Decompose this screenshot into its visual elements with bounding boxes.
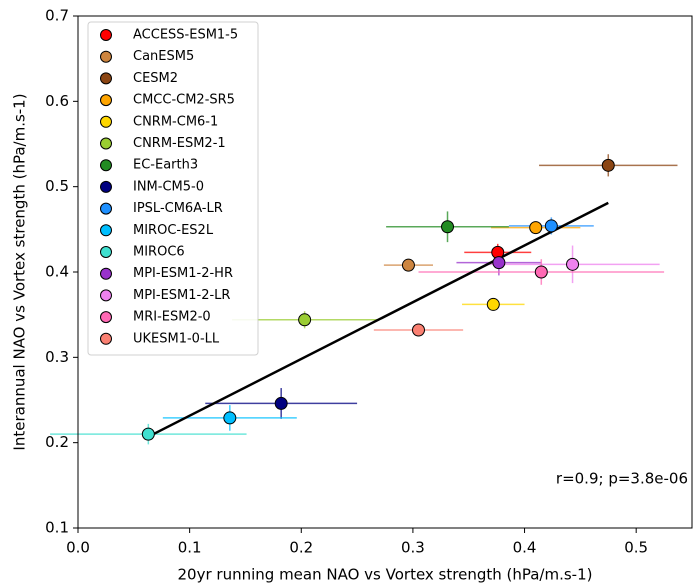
point: [401, 258, 415, 272]
legend-label: MIROC6: [133, 245, 185, 260]
legend-marker: [100, 202, 112, 215]
legend-label: ACCESS-ESM1-5: [133, 28, 238, 43]
legend-marker: [100, 159, 112, 172]
annotation: r=0.9; p=3.8e-06: [556, 470, 688, 488]
x-tick-label: 0.1: [178, 539, 202, 557]
point: [486, 297, 500, 311]
legend-marker: [100, 29, 112, 41]
legend-marker: [100, 72, 112, 85]
legend-marker: [100, 311, 112, 324]
y-tick-label: 0.7: [45, 7, 69, 25]
x-axis-label: 20yr running mean NAO vs Vortex strength…: [178, 566, 593, 584]
point: [141, 427, 155, 441]
point: [601, 158, 615, 172]
legend-marker: [100, 94, 112, 107]
point: [544, 219, 558, 233]
x-tick-label: 0.2: [289, 539, 313, 557]
legend-label: MPI-ESM1-2-LR: [133, 288, 230, 303]
legend: ACCESS-ESM1-5 CanESM5 CESM2 CMCC-CM2-SR5 CNR…: [87, 21, 259, 356]
legend-marker: [100, 332, 112, 345]
y-tick-label: 0.6: [45, 92, 69, 110]
legend-marker: [100, 289, 112, 302]
x-tick-label: 0.0: [66, 539, 90, 557]
point: [566, 257, 580, 271]
legend-box: [87, 21, 259, 356]
y-tick-label: 0.5: [45, 177, 69, 195]
y-tick-label: 0.3: [45, 348, 69, 366]
x-tick-label: 0.3: [401, 539, 425, 557]
point: [223, 411, 237, 425]
y-axis-label: Interannual NAO vs Vortex strength (hPa/…: [11, 93, 29, 450]
x-tick-label: 0.5: [624, 539, 648, 557]
legend-label: INM-CM5-0: [133, 179, 204, 194]
point: [441, 220, 455, 234]
legend-marker: [100, 137, 112, 150]
legend-label: CNRM-ESM2-1: [133, 136, 226, 151]
legend-label: UKESM1-0-LL: [133, 331, 220, 346]
legend-label: EC-Earth3: [133, 158, 198, 173]
legend-label: MIROC-ES2L: [133, 223, 214, 238]
legend-label: CESM2: [133, 71, 178, 86]
legend-label: CanESM5: [133, 49, 194, 64]
point: [529, 221, 543, 235]
y-tick-label: 0.4: [45, 263, 69, 281]
legend-marker: [100, 115, 112, 128]
fit-line: [147, 201, 609, 438]
point: [534, 265, 548, 279]
legend-label: IPSL-CM6A-LR: [133, 201, 223, 216]
legend-label: CMCC-CM2-SR5: [133, 93, 235, 108]
point: [411, 323, 425, 337]
legend-marker: [100, 246, 112, 258]
legend-label: MRI-ESM2-0: [133, 310, 211, 325]
legend-marker: [100, 224, 112, 237]
y-tick-label: 0.1: [45, 519, 69, 537]
legend-marker: [100, 267, 112, 280]
legend-label: CNRM-CM6-1: [133, 114, 218, 129]
point: [298, 313, 312, 327]
legend-marker: [100, 50, 112, 63]
point: [274, 396, 288, 410]
point: [492, 256, 506, 270]
y-tick-label: 0.2: [45, 433, 69, 451]
legend-marker: [100, 180, 112, 193]
plot-frame: [77, 15, 693, 529]
legend-label: MPI-ESM1-2-HR: [133, 266, 233, 281]
x-tick-label: 0.4: [513, 539, 537, 557]
